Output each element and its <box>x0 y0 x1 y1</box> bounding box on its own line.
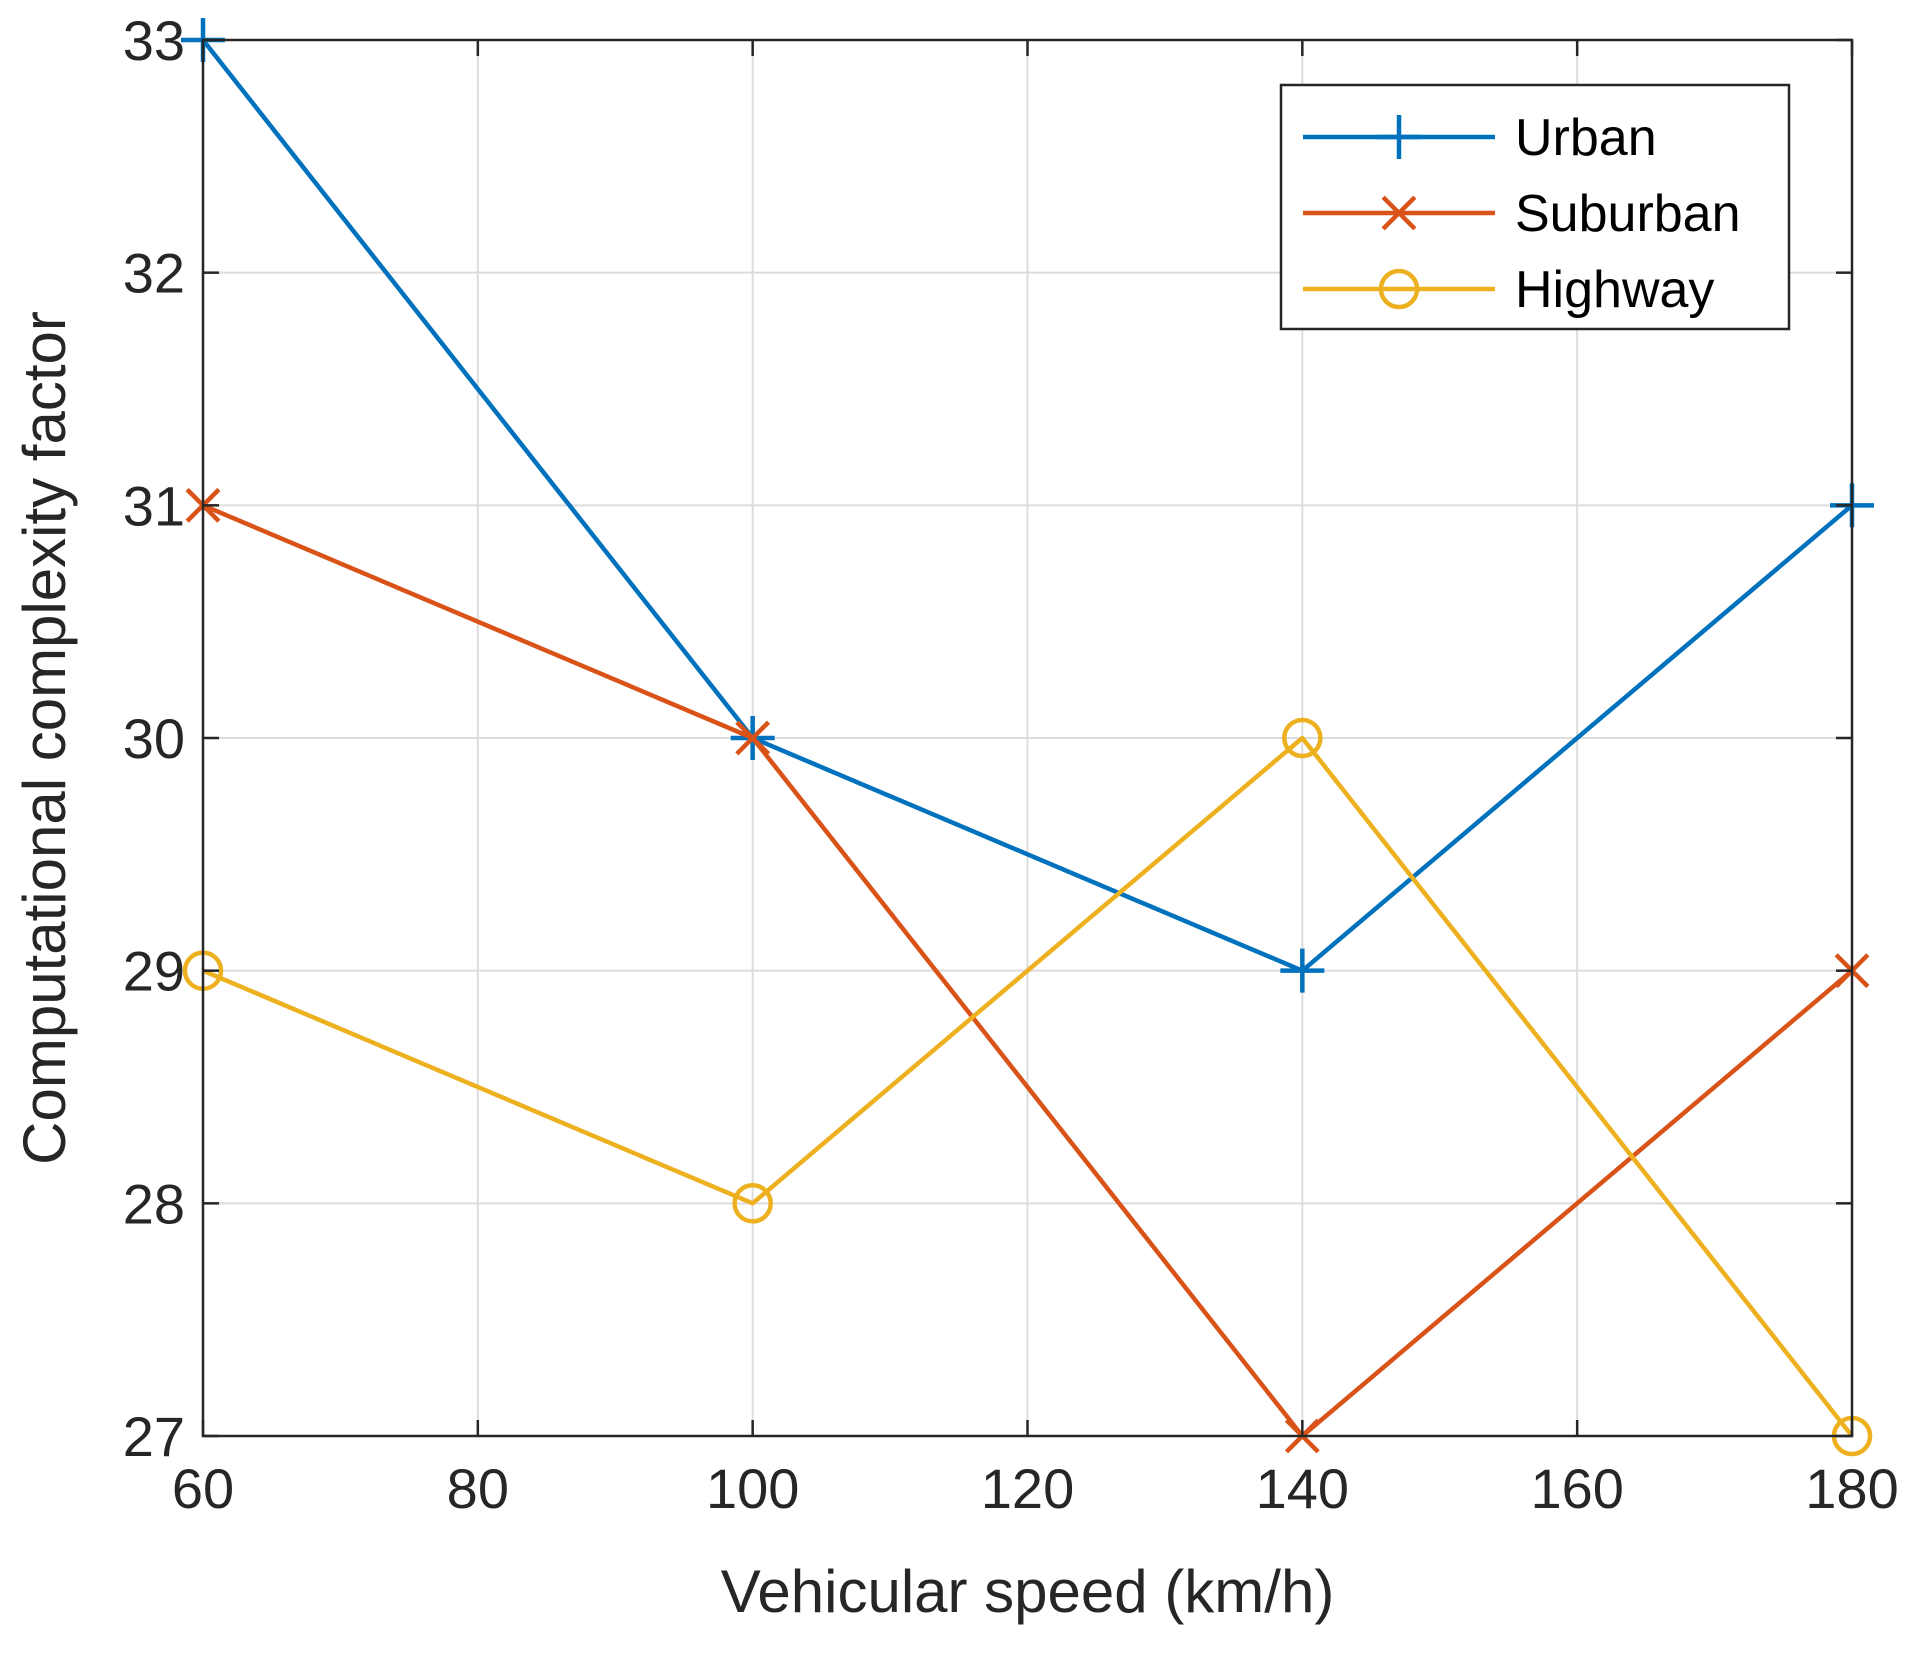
y-tick-label: 31 <box>123 474 185 537</box>
legend-label-urban: Urban <box>1515 109 1657 167</box>
y-axis-tick-labels: 27 28 29 30 31 32 33 <box>123 9 185 1468</box>
x-tick-label: 80 <box>447 1457 509 1520</box>
y-axis-label: Computational complexity factor <box>11 311 78 1165</box>
data-point-suburban <box>735 720 771 756</box>
data-point-highway <box>732 1183 773 1224</box>
x-tick-label: 160 <box>1530 1457 1623 1520</box>
y-tick-label: 29 <box>123 940 185 1003</box>
legend-label-highway: Highway <box>1515 261 1714 319</box>
legend-marker-suburban <box>1381 195 1417 231</box>
x-axis-tick-labels: 60 80 100 120 140 160 180 <box>172 1457 1899 1520</box>
series-line-highway <box>202 735 1854 1438</box>
y-tick-label: 30 <box>123 707 185 770</box>
data-point-highway <box>1282 717 1323 759</box>
x-axis-label: Vehicular speed (km/h) <box>721 1558 1335 1625</box>
legend-marker-urban <box>1377 115 1421 159</box>
legend-entry-suburban: Suburban <box>1303 185 1741 243</box>
legend-marker-highway <box>1378 268 1420 310</box>
legend-label-suburban: Suburban <box>1515 185 1741 243</box>
x-tick-label: 180 <box>1805 1457 1898 1520</box>
x-tick-label: 60 <box>172 1457 234 1520</box>
x-tick-label: 120 <box>981 1457 1074 1520</box>
legend: Urban Suburban Highway <box>1279 83 1791 331</box>
legend-entry-highway: Highway <box>1303 261 1714 319</box>
y-tick-label: 27 <box>123 1405 185 1468</box>
y-tick-label: 32 <box>123 242 185 305</box>
x-tick-label: 140 <box>1256 1457 1349 1520</box>
x-tick-label: 100 <box>706 1457 799 1520</box>
series-line-suburban <box>202 503 1854 1439</box>
axis-ticks <box>201 38 1854 1438</box>
legend-entry-urban: Urban <box>1303 109 1657 167</box>
y-tick-label: 33 <box>123 9 185 72</box>
series-line-urban <box>201 38 1854 973</box>
y-tick-label: 28 <box>123 1172 185 1235</box>
data-point-urban <box>1280 948 1325 993</box>
